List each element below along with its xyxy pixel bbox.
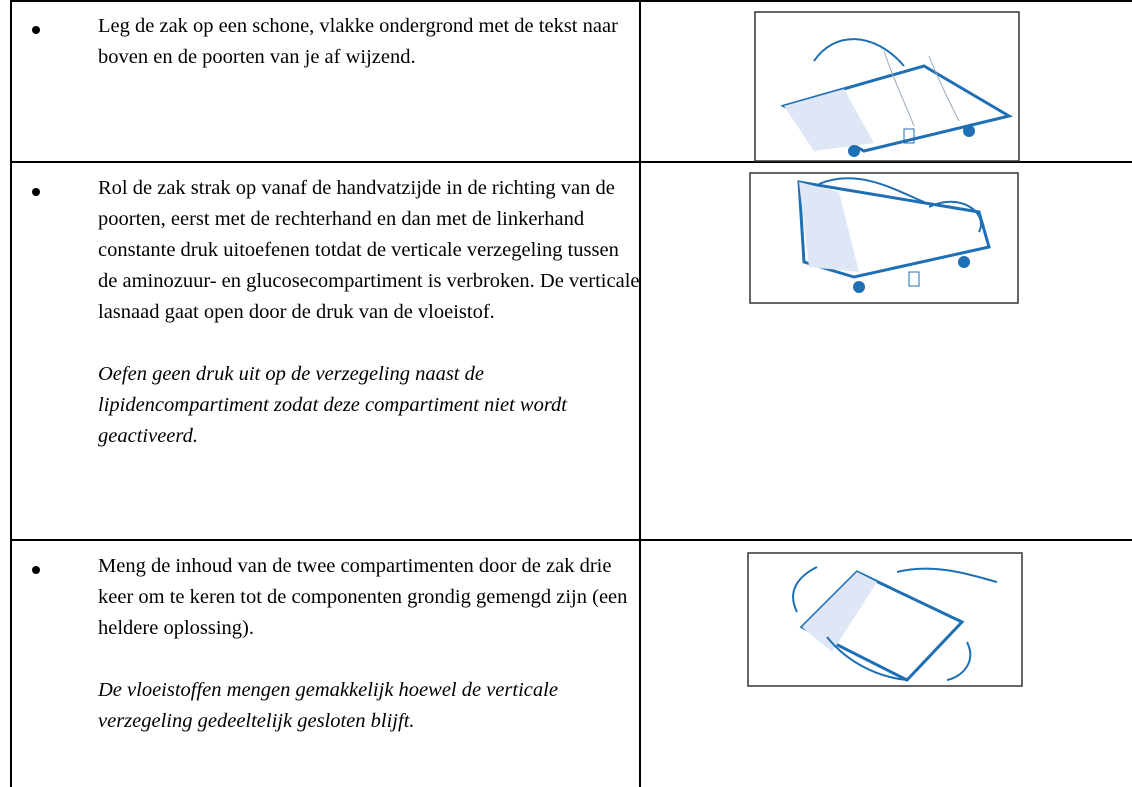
table-border	[10, 0, 1132, 2]
bullet	[32, 566, 40, 574]
note: Oefen geen druk uit op de verzegeling na…	[98, 363, 567, 447]
table-border	[10, 161, 1132, 163]
illustration	[749, 172, 1019, 304]
instruction: Rol de zak strak op vanaf de handvatzijd…	[98, 177, 640, 323]
note: De vloeistoffen mengen gemakkelijk hoewe…	[98, 679, 558, 732]
illustration	[754, 11, 1020, 162]
table-border	[10, 0, 12, 787]
table-border	[639, 0, 641, 787]
instruction: Meng de inhoud van de twee compartimente…	[98, 555, 628, 639]
bullet	[32, 26, 40, 34]
illustration	[747, 552, 1023, 687]
bullet	[32, 188, 40, 196]
cell: Rol de zak strak op vanaf de handvatzijd…	[98, 173, 643, 473]
cell: Meng de inhoud van de twee compartimente…	[98, 551, 643, 758]
table-border	[10, 539, 1132, 541]
instruction: Leg de zak op een schone, vlakke ondergr…	[98, 15, 618, 68]
cell: Leg de zak op een schone, vlakke ondergr…	[98, 11, 643, 73]
